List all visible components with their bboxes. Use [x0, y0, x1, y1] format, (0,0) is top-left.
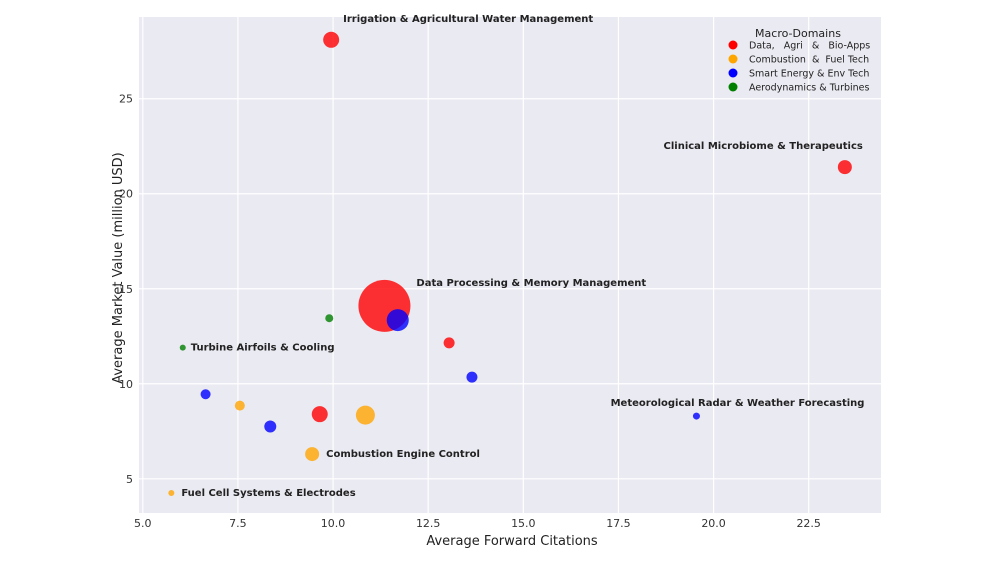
bubble-annotation: Fuel Cell Systems & Electrodes — [181, 488, 355, 499]
x-tick-label: 22.5 — [796, 517, 821, 530]
y-tick-label: 25 — [119, 93, 133, 106]
x-tick-label: 5.0 — [134, 517, 152, 530]
y-tick-label: 15 — [119, 283, 133, 296]
annotations: Irrigation & Agricultural Water Manageme… — [181, 14, 864, 499]
x-tick-label: 10.0 — [321, 517, 346, 530]
legend-entry: Data, Agri & Bio-Apps — [749, 41, 870, 52]
bubble-point — [168, 490, 175, 497]
x-tick-label: 12.5 — [416, 517, 441, 530]
bubble-point — [355, 405, 375, 425]
legend-entry: Aerodynamics & Turbines — [749, 83, 870, 94]
bubble-annotation: Clinical Microbiome & Therapeutics — [664, 141, 863, 152]
bubble-annotation: Irrigation & Agricultural Water Manageme… — [343, 14, 593, 25]
bubbles — [168, 31, 852, 497]
bubble-annotation: Combustion Engine Control — [326, 449, 480, 460]
legend-marker — [728, 54, 738, 64]
plot-background — [139, 17, 881, 513]
y-tick-labels: 5 10 15 20 25 — [119, 93, 133, 486]
x-tick-label: 15.0 — [511, 517, 536, 530]
legend-entry: Combustion & Fuel Tech — [749, 55, 869, 66]
bubble-point — [264, 420, 277, 433]
y-tick-label: 20 — [119, 188, 133, 201]
bubble-annotation: Turbine Airfoils & Cooling — [191, 343, 335, 354]
legend-title: Macro-Domains — [755, 27, 841, 40]
gridlines — [139, 17, 881, 513]
bubble-point — [200, 389, 211, 400]
bubble-point — [323, 31, 340, 48]
bubble-annotation: Data Processing & Memory Management — [416, 278, 646, 289]
y-tick-label: 5 — [126, 473, 133, 486]
legend-marker — [728, 68, 738, 78]
bubble-point — [837, 160, 852, 175]
bubble-point — [443, 337, 455, 349]
x-tick-labels: 5.0 7.5 10.0 12.5 15.0 17.5 20.0 22.5 — [134, 517, 821, 530]
y-tick-label: 10 — [119, 378, 133, 391]
bubble-point — [305, 447, 320, 462]
bubble-point — [386, 309, 409, 332]
y-axis-label: Average Market Value (million USD) — [111, 152, 126, 384]
x-tick-label: 17.5 — [606, 517, 631, 530]
legend: Macro-Domains Data, Agri & Bio-Apps Combu… — [728, 27, 870, 94]
x-tick-label: 7.5 — [229, 517, 247, 530]
bubble-point — [692, 412, 700, 420]
bubble-point — [325, 314, 334, 323]
bubble-point — [311, 406, 328, 423]
bubble-point — [234, 400, 245, 411]
legend-entry: Smart Energy & Env Tech — [749, 69, 869, 80]
bubble-point — [179, 344, 186, 351]
x-axis-label: Average Forward Citations — [426, 534, 598, 549]
legend-marker — [728, 82, 738, 92]
bubble-annotation: Meteorological Radar & Weather Forecasti… — [611, 398, 865, 409]
legend-marker — [728, 40, 738, 50]
x-tick-label: 20.0 — [701, 517, 726, 530]
bubble-point — [466, 371, 478, 383]
